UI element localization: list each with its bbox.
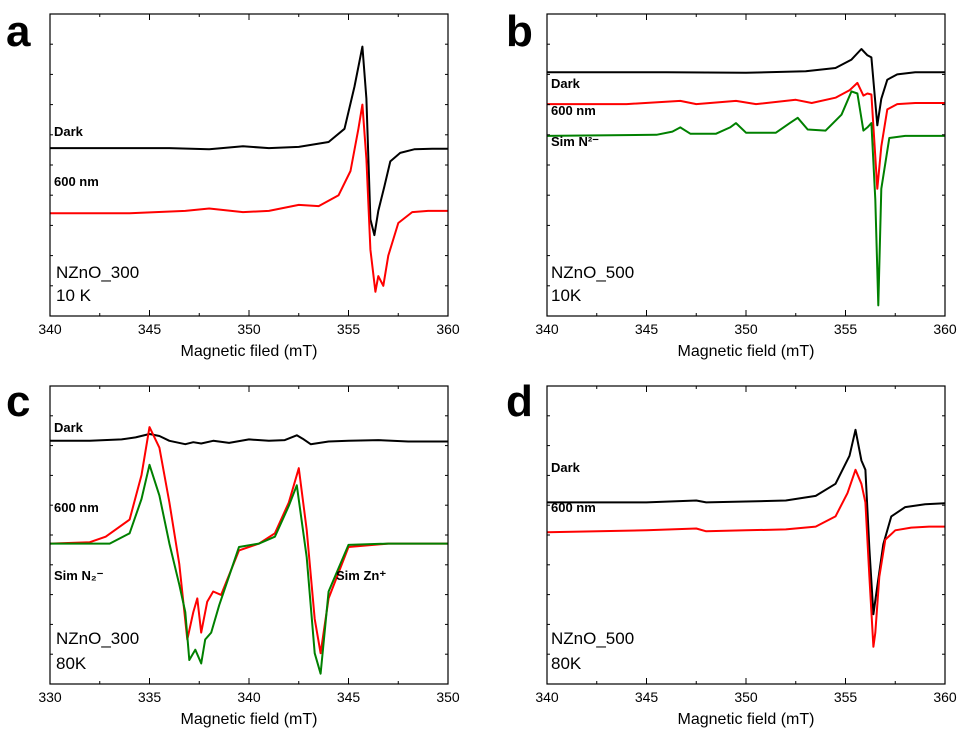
series-line-sim-n- [50,463,448,675]
x-tick-label: 360 [933,321,957,337]
x-tick-label: 350 [436,689,460,705]
series-label: Sim N₂⁻ [54,568,104,583]
x-axis-label: Magnetic filed (mT) [181,343,318,360]
panel-letter: a [6,7,31,56]
series-line-dark [50,45,448,237]
panel-letter: b [506,7,533,56]
sample-label: NZnO_500 [551,263,634,282]
series-label: Dark [551,460,581,475]
series-line-dark [50,433,448,446]
panel-letter: c [6,377,30,426]
x-axis-label: Magnetic field (mT) [678,343,815,360]
series-line-600-nm [547,81,945,190]
series-label: Dark [54,420,84,435]
x-tick-label: 345 [635,321,659,337]
series-line-600-nm [50,103,448,293]
series-label: 600 nm [551,103,596,118]
annotation-label: Sim Zn⁺ [336,568,386,583]
x-tick-label: 360 [436,321,460,337]
x-tick-label: 330 [38,689,62,705]
sample-label: 80K [551,654,582,673]
series-label: Sim N²⁻ [551,134,599,149]
x-tick-label: 355 [834,689,858,705]
x-axis-label: Magnetic field (mT) [181,711,318,728]
sample-label: NZnO_300 [56,263,139,282]
x-tick-label: 350 [237,321,261,337]
x-tick-label: 340 [38,321,62,337]
series-label: Dark [54,124,84,139]
series-label: 600 nm [54,500,99,515]
x-tick-label: 340 [237,689,261,705]
sample-label: NZnO_300 [56,629,139,648]
series-line-dark [547,48,945,127]
panel-c: c Dark 600 nm Sim N₂⁻ 330 335 340 345 350 Magneti… [6,377,460,728]
sample-label: 10 K [56,286,92,305]
series-line-600-nm [50,426,448,655]
series-label: 600 nm [551,500,596,515]
series-line-dark [547,428,945,616]
x-tick-label: 355 [337,321,361,337]
x-tick-label: 340 [535,321,559,337]
x-tick-label: 335 [138,689,162,705]
sample-label: NZnO_500 [551,629,634,648]
panel-letter: d [506,377,533,426]
x-tick-label: 340 [535,689,559,705]
series-label: 600 nm [54,174,99,189]
series-line-sim-n- [547,90,945,307]
x-tick-label: 345 [337,689,361,705]
series-label: Dark [551,76,581,91]
panel-a: a Dark 600 nm 340 345 350 355 360 Magnetic filed… [6,7,460,360]
x-tick-label: 360 [933,689,957,705]
x-tick-label: 350 [734,689,758,705]
panel-b: b Dark 600 nm Sim N²⁻ 340 345 350 355 360 Magneti… [506,7,957,360]
sample-label: 10K [551,286,582,305]
panel-d: d Dark 600 nm 340 345 350 355 360 Magnetic field… [506,377,957,728]
series-line-600-nm [547,468,945,648]
x-axis-label: Magnetic field (mT) [678,711,815,728]
x-tick-label: 355 [834,321,858,337]
x-tick-label: 345 [635,689,659,705]
sample-label: 80K [56,654,87,673]
x-tick-label: 350 [734,321,758,337]
x-tick-label: 345 [138,321,162,337]
